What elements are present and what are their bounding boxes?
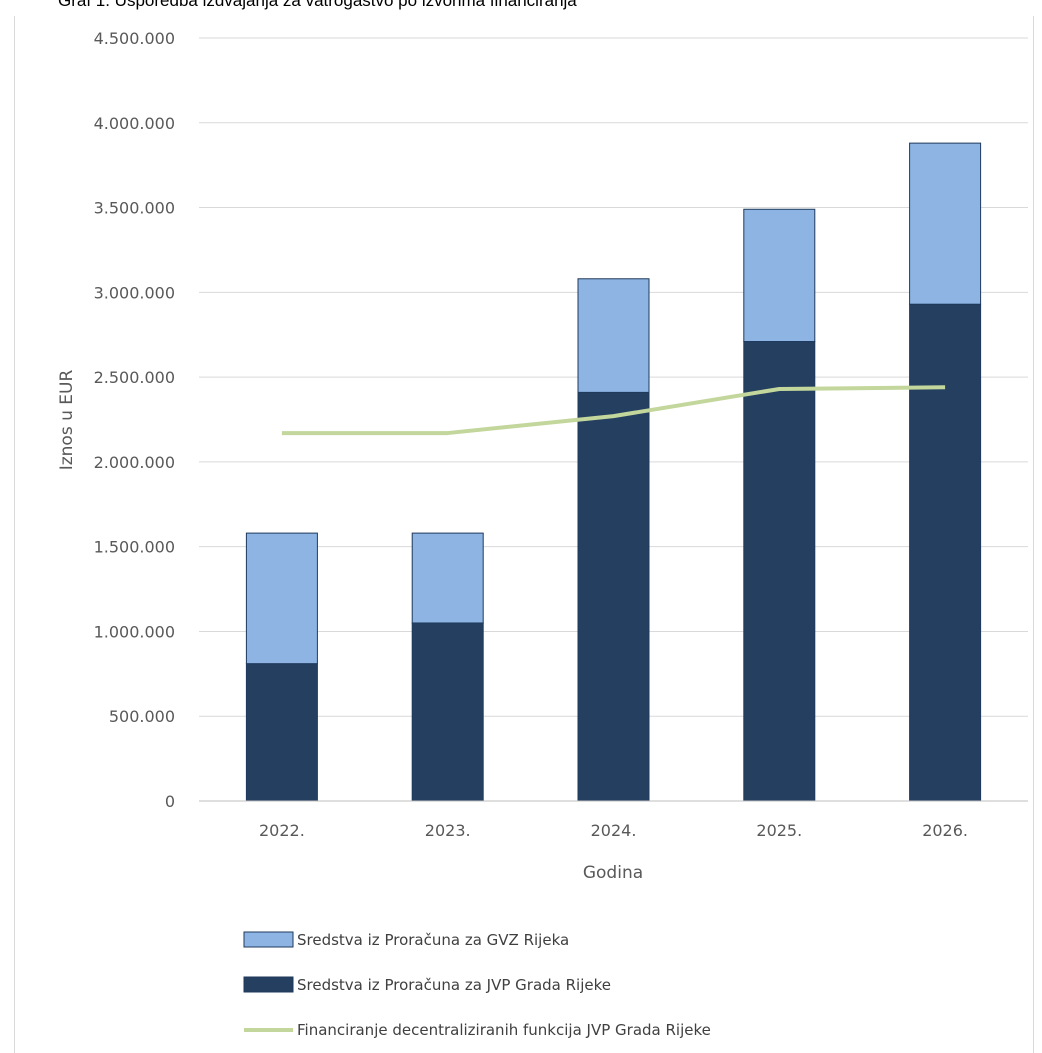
y-tick-label: 0 [165,792,175,811]
bar-segment [909,303,982,802]
chart-caption: Graf 1. Usporedba izdvajanja za vatrogas… [58,0,577,10]
x-axis-title: Godina [583,863,643,883]
y-tick-label: 2.500.000 [94,368,175,387]
bar-segment [411,532,484,624]
y-tick-label: 4.500.000 [94,29,175,48]
bar-segment [909,142,982,305]
x-tick-label: 2026. [922,821,968,840]
bar-segment [577,278,650,393]
y-tick-label: 1.000.000 [94,622,175,641]
legend-label: Sredstva iz Proračuna za JVP Grada Rijek… [297,976,611,994]
y-tick-label: 4.000.000 [94,114,175,133]
legend: Sredstva iz Proračuna za GVZ Rijeka Sreds… [243,931,711,1039]
y-tick-label: 3.000.000 [94,283,175,302]
x-tick-label: 2023. [425,821,471,840]
y-tick-label: 1.500.000 [94,538,175,557]
y-tick-label: 500.000 [109,707,175,726]
legend-label: Financiranje decentraliziranih funkcija … [297,1021,711,1039]
legend-label: Sredstva iz Proračuna za GVZ Rijeka [297,931,569,949]
bar-segment [411,622,484,802]
bar-segment [743,208,816,343]
line-series-path [281,385,946,436]
y-axis-ticks: 0 500.000 1.000.000 1.500.000 2.000.000 2.500… [94,29,175,811]
chart-frame [14,16,1034,1053]
bar-segment [743,341,816,802]
x-tick-label: 2022. [259,821,305,840]
bar-segment [245,532,318,665]
x-tick-label: 2024. [591,821,637,840]
legend-swatch [243,931,294,948]
legend-swatch [243,976,294,993]
line-series [281,385,946,436]
y-tick-label: 3.500.000 [94,199,175,218]
bar-segment [245,663,318,802]
x-tick-label: 2025. [756,821,802,840]
x-axis-ticks: 2022. 2023. 2024. 2025. 2026. [199,800,1028,840]
bars [245,142,982,802]
bar-segment [577,391,650,802]
y-tick-label: 2.000.000 [94,453,175,472]
y-axis-title: Iznos u EUR [57,370,77,471]
